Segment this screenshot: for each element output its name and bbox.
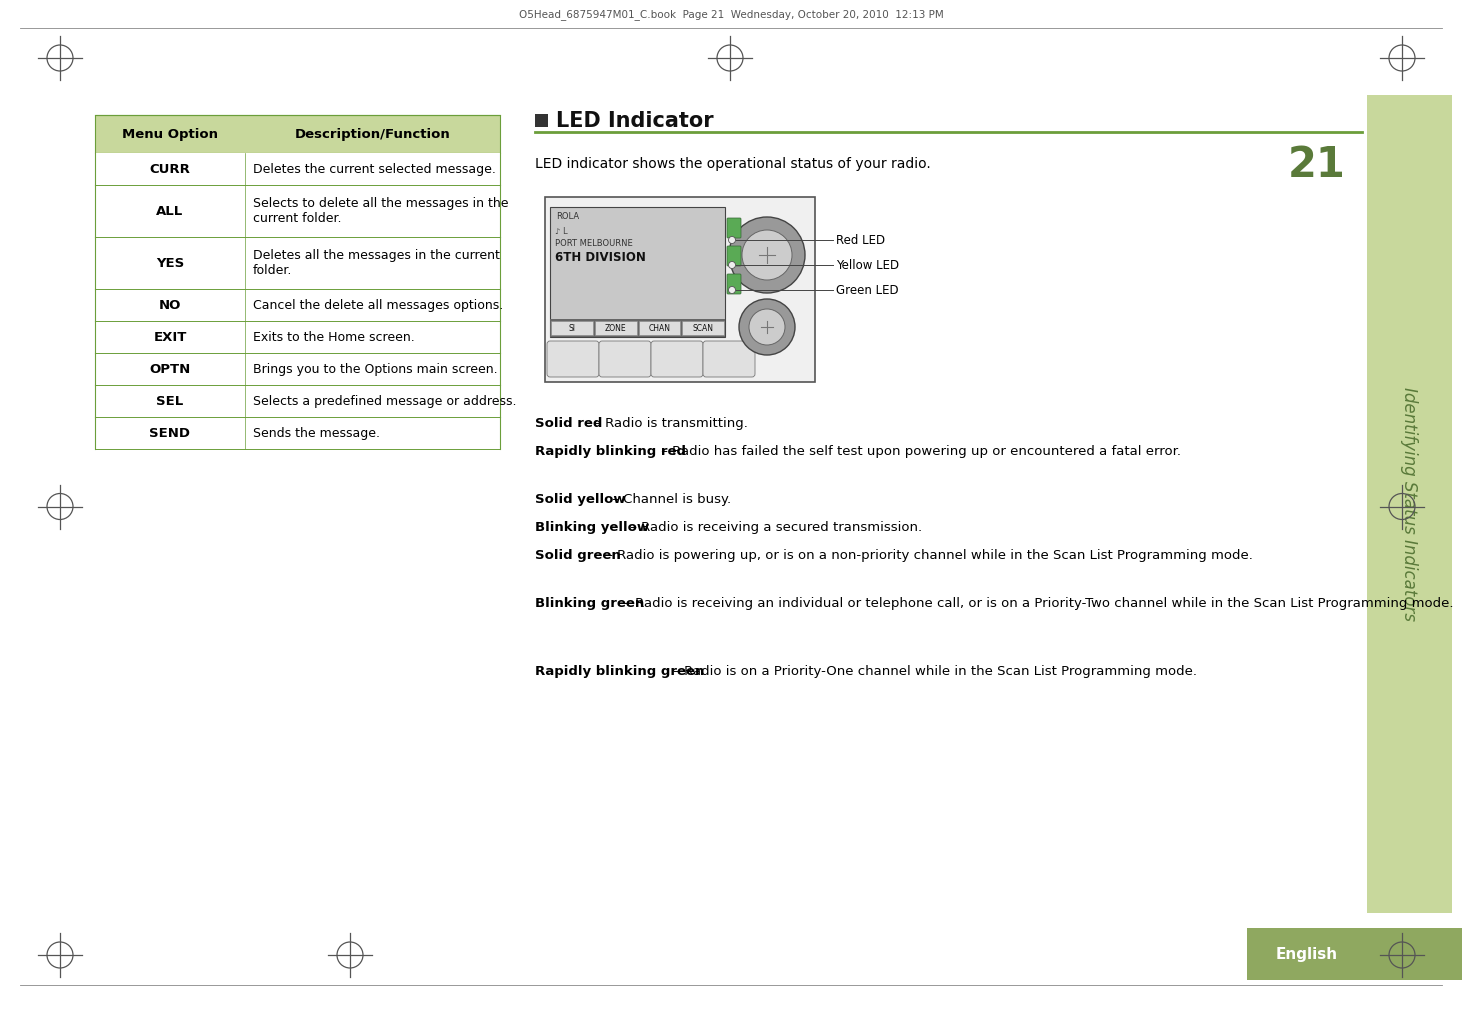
Text: LED Indicator: LED Indicator xyxy=(556,110,713,131)
Text: Menu Option: Menu Option xyxy=(121,128,218,141)
Text: Brings you to the Options main screen.: Brings you to the Options main screen. xyxy=(253,363,497,376)
Text: CHAN: CHAN xyxy=(648,323,671,332)
Text: Selects to delete all the messages in the
current folder.: Selects to delete all the messages in th… xyxy=(253,197,509,225)
Circle shape xyxy=(728,261,735,268)
Circle shape xyxy=(743,230,792,280)
Text: Cancel the delete all messages options.: Cancel the delete all messages options. xyxy=(253,299,503,312)
Bar xyxy=(95,417,500,449)
Text: PORT MELBOURNE: PORT MELBOURNE xyxy=(556,239,633,248)
Text: YES: YES xyxy=(156,256,184,269)
Text: SCAN: SCAN xyxy=(693,323,713,332)
Bar xyxy=(683,321,724,335)
Text: Blinking yellow: Blinking yellow xyxy=(535,521,649,534)
Text: – Radio is transmitting.: – Radio is transmitting. xyxy=(589,417,747,430)
Circle shape xyxy=(728,287,735,294)
Text: Exits to the Home screen.: Exits to the Home screen. xyxy=(253,330,415,343)
Circle shape xyxy=(749,309,785,345)
Bar xyxy=(550,207,725,337)
Bar xyxy=(595,321,636,335)
Text: – Radio is receiving a secured transmission.: – Radio is receiving a secured transmiss… xyxy=(627,521,923,534)
Text: ♪ L: ♪ L xyxy=(556,227,567,236)
Text: ALL: ALL xyxy=(156,205,184,218)
Text: Selects a predefined message or address.: Selects a predefined message or address. xyxy=(253,394,516,407)
Bar xyxy=(95,237,500,289)
Text: O5Head_6875947M01_C.book  Page 21  Wednesday, October 20, 2010  12:13 PM: O5Head_6875947M01_C.book Page 21 Wednesd… xyxy=(519,9,943,20)
Text: SI: SI xyxy=(569,323,576,332)
Text: ROLA: ROLA xyxy=(556,212,579,221)
FancyBboxPatch shape xyxy=(599,341,651,377)
Text: – Radio has failed the self test upon powering up or encountered a fatal error.: – Radio has failed the self test upon po… xyxy=(656,445,1181,458)
Bar xyxy=(95,385,500,417)
Text: LED indicator shows the operational status of your radio.: LED indicator shows the operational stat… xyxy=(535,157,931,171)
FancyBboxPatch shape xyxy=(727,246,741,266)
Bar xyxy=(1247,928,1462,980)
Text: Solid green: Solid green xyxy=(535,549,621,562)
Bar xyxy=(550,319,725,337)
Text: Description/Function: Description/Function xyxy=(295,128,450,141)
Circle shape xyxy=(730,217,806,293)
Text: – Radio is powering up, or is on a non-priority channel while in the Scan List P: – Radio is powering up, or is on a non-p… xyxy=(602,549,1253,562)
Text: ZONE: ZONE xyxy=(605,323,626,332)
FancyBboxPatch shape xyxy=(727,274,741,294)
Bar xyxy=(95,115,500,153)
Text: – Channel is busy.: – Channel is busy. xyxy=(608,493,731,506)
Text: Deletes all the messages in the current
folder.: Deletes all the messages in the current … xyxy=(253,249,500,277)
FancyBboxPatch shape xyxy=(545,197,814,382)
Text: CURR: CURR xyxy=(149,162,190,175)
Bar xyxy=(535,114,548,127)
Text: OPTN: OPTN xyxy=(149,363,190,376)
FancyBboxPatch shape xyxy=(651,341,703,377)
Text: Rapidly blinking red: Rapidly blinking red xyxy=(535,445,686,458)
Text: Rapidly blinking green: Rapidly blinking green xyxy=(535,665,705,678)
Bar xyxy=(551,321,592,335)
Bar xyxy=(95,321,500,353)
FancyBboxPatch shape xyxy=(547,341,599,377)
Text: – Radio is on a Priority-One channel while in the Scan List Programming mode.: – Radio is on a Priority-One channel whi… xyxy=(670,665,1197,678)
Bar xyxy=(639,321,680,335)
Text: Solid red: Solid red xyxy=(535,417,602,430)
Circle shape xyxy=(728,236,735,243)
Bar xyxy=(1367,95,1452,913)
Text: – Radio is receiving an individual or telephone call, or is on a Priority-Two ch: – Radio is receiving an individual or te… xyxy=(620,597,1453,610)
Text: Blinking green: Blinking green xyxy=(535,597,645,610)
Text: 6TH DIVISION: 6TH DIVISION xyxy=(556,251,646,264)
Text: EXIT: EXIT xyxy=(154,330,187,343)
FancyBboxPatch shape xyxy=(727,218,741,238)
FancyBboxPatch shape xyxy=(703,341,754,377)
Text: Deletes the current selected message.: Deletes the current selected message. xyxy=(253,162,496,175)
Text: 21: 21 xyxy=(1288,144,1347,186)
Bar xyxy=(95,353,500,385)
Text: Identifying Status Indicators: Identifying Status Indicators xyxy=(1401,387,1418,621)
Bar xyxy=(95,153,500,185)
Text: Red LED: Red LED xyxy=(836,234,885,246)
Bar xyxy=(95,289,500,321)
Text: Yellow LED: Yellow LED xyxy=(836,258,899,271)
Bar xyxy=(95,185,500,237)
Circle shape xyxy=(738,299,795,355)
Text: Green LED: Green LED xyxy=(836,284,899,297)
Text: NO: NO xyxy=(159,299,181,312)
Text: Sends the message.: Sends the message. xyxy=(253,426,380,440)
Text: Solid yellow: Solid yellow xyxy=(535,493,626,506)
Text: SEND: SEND xyxy=(149,426,190,440)
Text: SEL: SEL xyxy=(156,394,184,407)
Text: English: English xyxy=(1276,946,1338,961)
